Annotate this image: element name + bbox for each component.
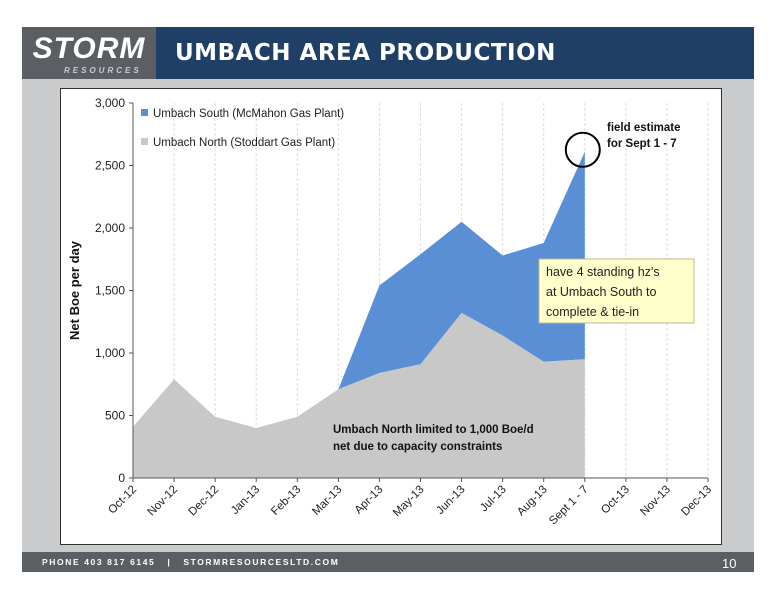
- y-tick-label: 1,500: [95, 284, 125, 298]
- logo-wordmark: STORM: [32, 32, 146, 65]
- footer-website: STORMRESOURCESLTD.COM: [183, 557, 340, 567]
- callout-text: complete & tie-in: [546, 305, 639, 319]
- y-tick-label: 2,500: [95, 159, 125, 173]
- x-tick-label: Dec-13: [679, 484, 714, 519]
- area-umbach-south: [133, 151, 585, 429]
- callout-text: have 4 standing hz's: [546, 265, 660, 279]
- chart-panel: 0 500 1,000 1,500 2,000 2,500 3,000 Oct-12 Nov-1…: [60, 88, 722, 545]
- x-tick-label: Jan-13: [229, 484, 262, 517]
- field-estimate-label: for Sept 1 - 7: [607, 138, 677, 150]
- legend-swatch-south: [141, 109, 148, 116]
- footer-bar: [22, 552, 754, 572]
- footer-contact: PHONE 403 817 6145 | STORMRESOURCESLTD.C…: [42, 557, 339, 567]
- y-tick-label: 1,000: [95, 346, 125, 360]
- area-umbach-north: [133, 313, 585, 478]
- x-tick-label: Apr-13: [353, 484, 386, 517]
- x-tick-label: Aug-13: [515, 484, 550, 519]
- x-tick-label: Sept 1 - 7: [547, 484, 591, 528]
- logo: [22, 27, 156, 79]
- x-tick-label: Oct-12: [106, 484, 139, 517]
- x-tick-label: Jun-13: [434, 484, 467, 517]
- footer-separator: |: [167, 557, 172, 567]
- x-tick-label: Jul-13: [478, 484, 509, 515]
- x-tick-label: Mar-13: [310, 484, 344, 518]
- y-axis-title: Net Boe per day: [67, 240, 82, 340]
- field-estimate-circle: [564, 131, 601, 168]
- callout-box: [538, 258, 695, 324]
- y-tick-label: 3,000: [95, 96, 125, 110]
- field-estimate-label: field estimate: [607, 122, 681, 134]
- legend-label-north: Umbach North (Stoddart Gas Plant): [153, 137, 335, 149]
- x-tick-label: May-13: [391, 484, 427, 520]
- x-tick-label: Nov-13: [638, 484, 673, 519]
- x-tick-label: Nov-12: [145, 484, 180, 519]
- x-tick-label: Dec-12: [187, 484, 222, 519]
- footer-phone: PHONE 403 817 6145: [42, 557, 156, 567]
- callout-text: at Umbach South to: [546, 285, 657, 299]
- y-tick-label: 0: [118, 471, 125, 485]
- y-tick-label: 2,000: [95, 221, 125, 235]
- north-note-text: Umbach North limited to 1,000 Boe/d: [333, 424, 534, 436]
- legend-label-south: Umbach South (McMahon Gas Plant): [153, 108, 344, 120]
- legend-swatch-north: [141, 138, 148, 145]
- north-note-text: net due to capacity constraints: [333, 441, 502, 453]
- logo-subtitle: RESOURCES: [64, 66, 142, 75]
- y-tick-label: 500: [105, 409, 125, 423]
- page-number: 10: [722, 556, 737, 571]
- x-tick-label: Feb-13: [269, 484, 303, 518]
- x-tick-label: Oct-13: [599, 484, 632, 517]
- page-title: UMBACH AREA PRODUCTION: [175, 40, 556, 66]
